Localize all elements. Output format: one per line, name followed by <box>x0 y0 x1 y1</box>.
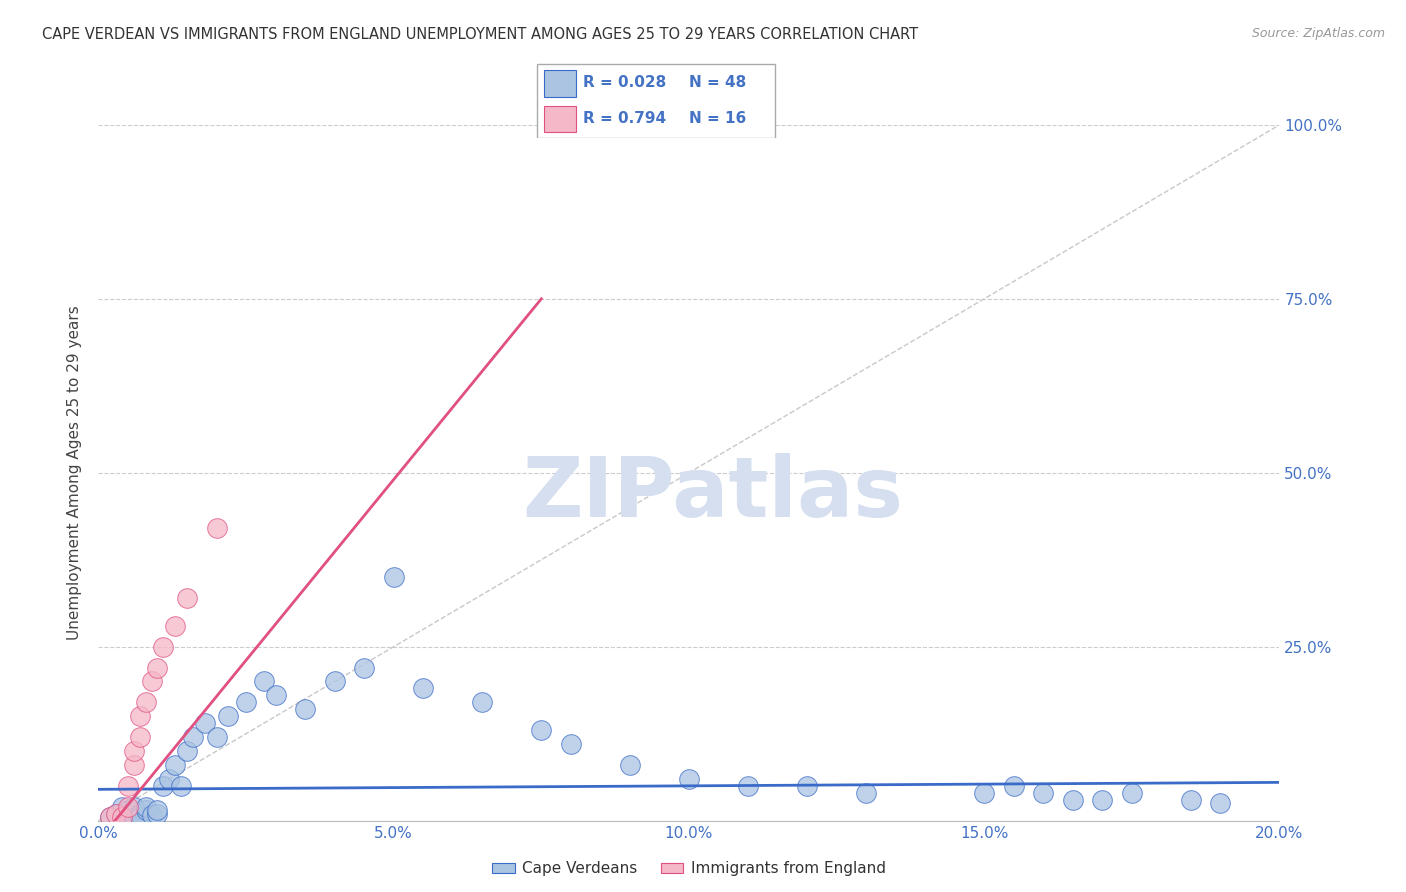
Legend: Cape Verdeans, Immigrants from England: Cape Verdeans, Immigrants from England <box>485 855 893 882</box>
Point <box>205 730 228 744</box>
Point <box>165 758 187 772</box>
Point <box>253 674 276 689</box>
Point <box>170 779 193 793</box>
Point <box>135 799 157 814</box>
Point <box>135 803 157 817</box>
FancyBboxPatch shape <box>544 70 576 96</box>
Point <box>1180 793 1202 807</box>
Point <box>181 730 204 744</box>
Point <box>1091 793 1114 807</box>
Point <box>1209 796 1232 810</box>
Point <box>105 806 128 821</box>
Point <box>217 709 239 723</box>
Point <box>128 730 150 744</box>
Text: R = 0.028: R = 0.028 <box>583 76 666 90</box>
Point <box>128 806 150 821</box>
Point <box>1121 786 1143 800</box>
Point <box>471 695 494 709</box>
Point <box>146 660 169 674</box>
Point <box>973 786 995 800</box>
Point <box>678 772 700 786</box>
Point <box>122 810 145 824</box>
Point <box>412 681 434 696</box>
Point <box>117 799 139 814</box>
Point <box>264 689 287 703</box>
Text: CAPE VERDEAN VS IMMIGRANTS FROM ENGLAND UNEMPLOYMENT AMONG AGES 25 TO 29 YEARS C: CAPE VERDEAN VS IMMIGRANTS FROM ENGLAND … <box>42 27 918 42</box>
Point <box>560 737 582 751</box>
Point <box>855 786 877 800</box>
Point <box>128 810 150 824</box>
Point <box>152 779 174 793</box>
Point <box>117 779 139 793</box>
FancyBboxPatch shape <box>537 64 776 137</box>
Point <box>105 806 128 821</box>
Point <box>530 723 553 738</box>
Point <box>176 591 198 605</box>
Point <box>146 803 169 817</box>
Point <box>135 695 157 709</box>
Y-axis label: Unemployment Among Ages 25 to 29 years: Unemployment Among Ages 25 to 29 years <box>67 305 83 640</box>
Point <box>122 758 145 772</box>
Point <box>141 808 163 822</box>
Point <box>122 744 145 758</box>
Point <box>128 709 150 723</box>
FancyBboxPatch shape <box>544 105 576 132</box>
Point <box>176 744 198 758</box>
Point <box>294 702 316 716</box>
Point <box>323 674 346 689</box>
Point <box>165 619 187 633</box>
Point <box>1032 786 1054 800</box>
Point <box>152 640 174 654</box>
Point <box>353 660 375 674</box>
Point <box>205 521 228 535</box>
Point <box>141 674 163 689</box>
Text: N = 16: N = 16 <box>689 111 747 126</box>
Point <box>382 570 405 584</box>
Point <box>157 772 180 786</box>
Point <box>117 803 139 817</box>
Text: ZIPatlas: ZIPatlas <box>522 453 903 534</box>
Point <box>117 808 139 822</box>
Point <box>111 810 134 824</box>
Point <box>737 779 759 793</box>
Point <box>111 810 134 824</box>
Point <box>1062 793 1084 807</box>
Point <box>98 810 121 824</box>
Point <box>122 799 145 814</box>
Point <box>111 799 134 814</box>
Text: R = 0.794: R = 0.794 <box>583 111 666 126</box>
Text: N = 48: N = 48 <box>689 76 747 90</box>
Point <box>98 810 121 824</box>
Text: Source: ZipAtlas.com: Source: ZipAtlas.com <box>1251 27 1385 40</box>
Point <box>1002 779 1025 793</box>
Point <box>194 716 217 731</box>
Point <box>146 806 169 821</box>
Point <box>619 758 641 772</box>
Point <box>235 695 257 709</box>
Point <box>796 779 818 793</box>
